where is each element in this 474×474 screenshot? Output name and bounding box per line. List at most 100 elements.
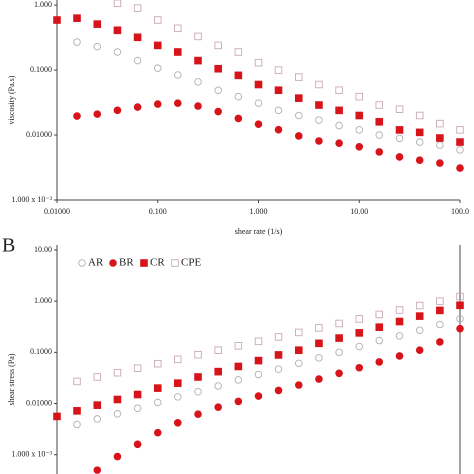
point [93,466,102,474]
point [113,106,122,115]
point [214,41,222,50]
y-tick-label: 0.1000 [30,347,52,356]
point [153,41,162,50]
x-tick-label: 1.000 [250,207,268,216]
point [315,101,323,109]
point [436,159,444,167]
point [335,348,343,357]
legend-marker [140,259,148,267]
point [254,356,263,365]
point [194,373,202,381]
point [375,323,384,331]
point [73,377,81,386]
point [153,16,162,24]
legend-label: BR [119,257,134,269]
point [335,86,343,94]
point [395,105,404,113]
point [93,401,102,409]
point [274,333,283,341]
point [415,111,424,120]
point [173,99,182,107]
point [375,148,384,156]
point [113,452,122,461]
point [274,106,283,115]
point [174,71,182,79]
point [395,134,404,143]
x-axis-label: shear rate (1/s) [235,227,283,236]
point [456,164,464,172]
point [113,26,122,35]
point [113,368,122,377]
point [375,117,384,126]
point [335,106,343,115]
point [355,342,364,351]
point [113,0,122,7]
point [456,315,464,323]
point [153,384,162,392]
point [173,48,182,56]
point [315,80,323,89]
point [395,332,404,340]
point [73,38,81,46]
point [133,364,142,372]
point [456,324,464,333]
point [395,306,404,314]
point [456,301,464,310]
point [436,297,444,305]
y-tick-label: 1.000 [34,0,52,9]
point [335,139,343,147]
point [153,398,162,407]
point [214,346,222,354]
point [395,126,404,134]
point [194,56,202,65]
point [173,379,182,387]
point [254,120,263,128]
y-tick-label: 10.00 [34,245,52,254]
point [315,354,323,362]
point [415,326,424,335]
point [93,42,102,51]
point [93,415,102,423]
panel-label: B [2,235,15,257]
x-tick-label: 0.01000 [44,207,70,216]
point [375,131,384,139]
point [254,370,263,379]
legend-label: CPE [181,257,201,269]
point [194,32,202,41]
point [153,359,162,368]
point [194,350,202,359]
legend-marker [171,259,179,267]
point [315,339,323,348]
legend-label: AR [88,257,104,269]
point [335,319,343,328]
point [315,375,323,383]
point [234,114,243,123]
point [254,80,263,89]
point [456,138,464,146]
point [133,103,142,111]
point [174,355,182,364]
point [415,156,424,164]
point [335,334,343,342]
point [214,86,222,94]
point [214,403,222,411]
legend-marker [109,259,117,267]
point [194,102,202,110]
point [294,346,303,355]
point [415,312,424,320]
point [395,153,404,161]
point [93,20,102,28]
point [153,100,162,108]
point [375,358,384,366]
point [355,363,364,372]
point [355,92,364,101]
point [295,111,303,120]
point [415,138,424,146]
y-tick-label: 0.01000 [26,130,52,139]
x-tick-label: 10.00 [350,207,368,216]
point [274,386,283,395]
point [456,292,464,301]
point [335,369,343,378]
point [274,66,283,74]
